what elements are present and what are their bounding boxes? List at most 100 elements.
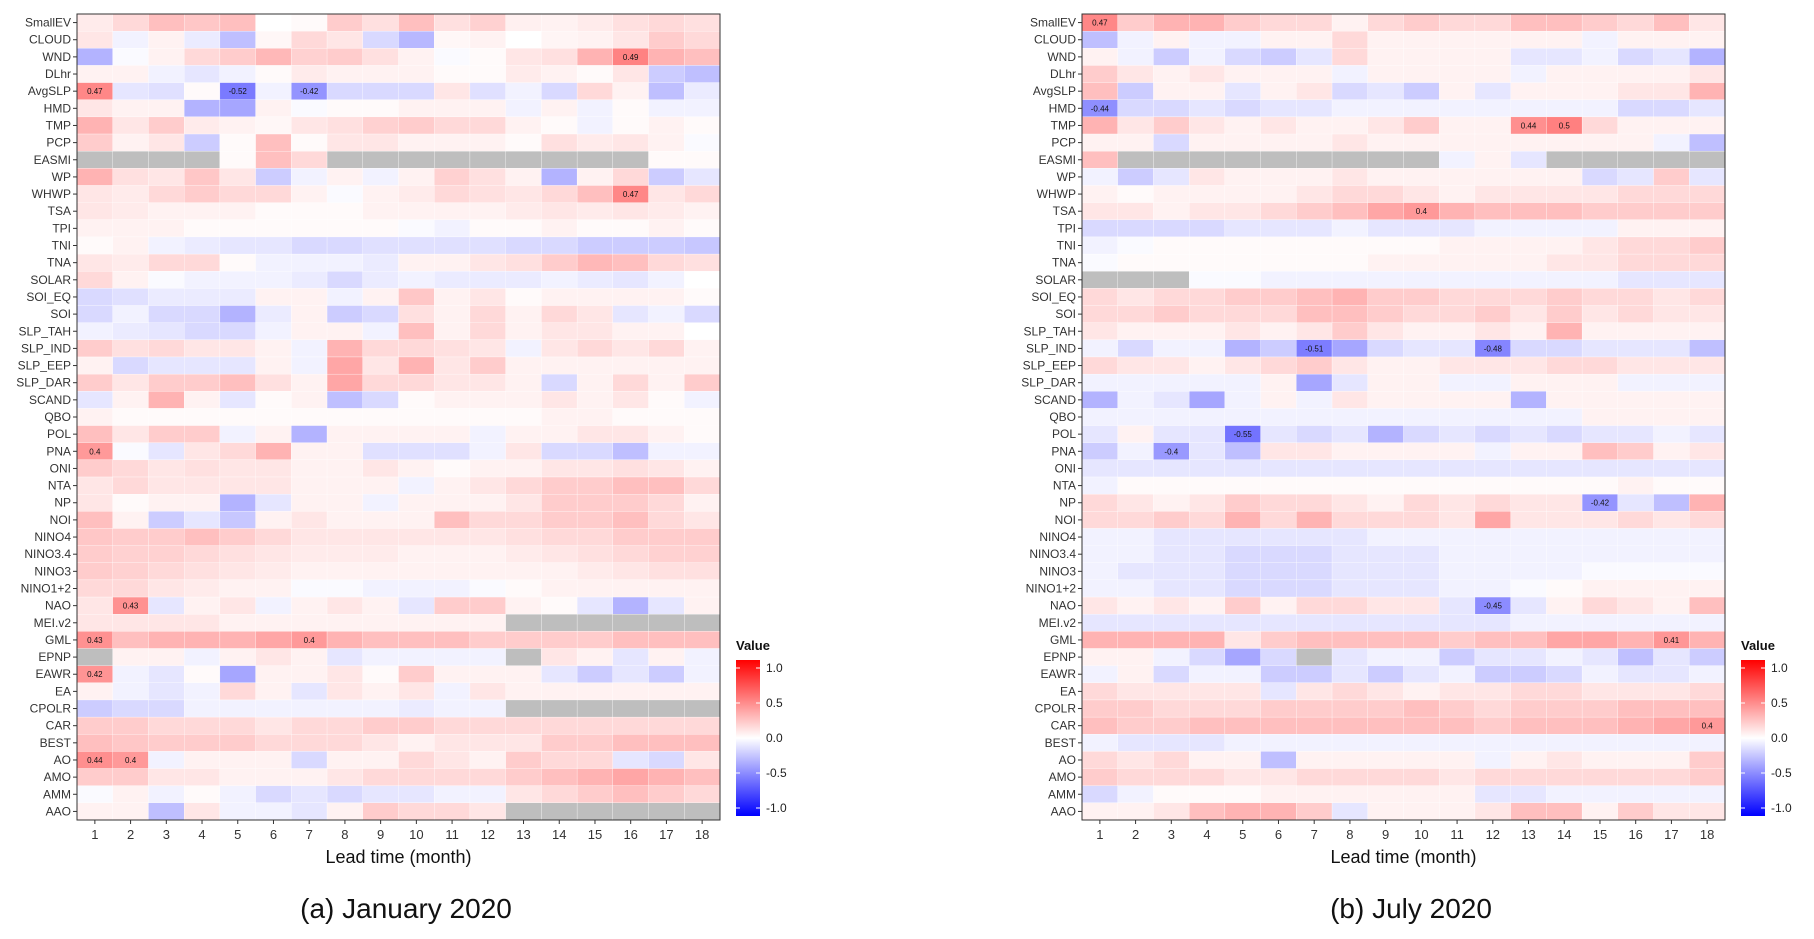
heatmap-cell (148, 253, 185, 272)
heatmap-cell (326, 373, 363, 392)
heatmap-cell (469, 305, 506, 323)
heatmap-cell (505, 579, 542, 598)
heatmap-cell (434, 356, 471, 375)
heatmap-cell (219, 768, 256, 786)
heatmap-cell (1653, 339, 1690, 358)
x-tick-label: 6 (270, 827, 277, 842)
heatmap-cell (362, 99, 399, 118)
heatmap-cell (1581, 168, 1618, 186)
heatmap-cell (1189, 562, 1226, 581)
heatmap-cell (291, 802, 328, 821)
heatmap-cell (219, 614, 256, 632)
heatmap-cell (1653, 665, 1690, 683)
heatmap-cell (1296, 65, 1333, 83)
heatmap-cell (148, 219, 185, 238)
heatmap-cell (1189, 802, 1226, 821)
heatmap-cell (1224, 373, 1261, 392)
heatmap-cell (362, 665, 399, 683)
heatmap-cell (612, 30, 649, 49)
heatmap-cell (1260, 734, 1297, 752)
y-tick-label: EASMI (1039, 153, 1076, 167)
heatmap-cell (398, 48, 435, 66)
heatmap-cell (1439, 133, 1476, 152)
heatmap-cell (184, 219, 221, 238)
heatmap-cell (1331, 339, 1368, 358)
heatmap-cell (1617, 236, 1654, 255)
heatmap-cell (362, 219, 399, 238)
heatmap-cell (1189, 699, 1226, 718)
heatmap-cell (1331, 202, 1368, 220)
heatmap-cell (291, 528, 328, 546)
heatmap-cell (1403, 751, 1440, 769)
heatmap-cell (1081, 768, 1118, 786)
heatmap-cell (1617, 802, 1654, 821)
heatmap-cell (1331, 82, 1368, 100)
heatmap-cell (1474, 151, 1511, 169)
heatmap-cell (255, 305, 292, 323)
heatmap-cell (541, 596, 578, 615)
heatmap-cell (1224, 614, 1261, 632)
heatmap-cell (1689, 459, 1726, 478)
heatmap-cell (112, 734, 149, 752)
heatmap-cell (362, 785, 399, 804)
heatmap-cell (1439, 631, 1476, 649)
heatmap-cell (1546, 373, 1583, 392)
y-tick-label: SOI (1055, 307, 1076, 321)
heatmap-cell (1224, 99, 1261, 118)
heatmap-cell (398, 785, 435, 804)
heatmap-cell (1581, 322, 1618, 340)
heatmap-cell (648, 751, 685, 769)
y-tick-label: NINO3.4 (24, 547, 71, 561)
heatmap-cell (112, 13, 149, 32)
heatmap-cell (1296, 562, 1333, 581)
heatmap-cell (1117, 596, 1154, 615)
heatmap-cell (1224, 356, 1261, 375)
heatmap-cell (541, 356, 578, 375)
heatmap-cell (1617, 734, 1654, 752)
heatmap-cell (684, 373, 721, 392)
heatmap-cell (469, 356, 506, 375)
heatmap-cell (1581, 356, 1618, 375)
heatmap-cell (1474, 13, 1511, 32)
heatmap-cell (1367, 116, 1404, 135)
heatmap-cell (219, 528, 256, 546)
heatmap-cell (1260, 682, 1297, 701)
heatmap-cell (184, 545, 221, 563)
heatmap-cell (1331, 373, 1368, 392)
heatmap-cell (219, 219, 256, 238)
heatmap-cell (1653, 785, 1690, 804)
heatmap-cell (76, 614, 113, 632)
heatmap-cell (1403, 785, 1440, 804)
x-tick-label: 15 (588, 827, 602, 842)
heatmap-cell (1510, 391, 1547, 409)
y-tick-label: SmallEV (25, 16, 71, 30)
heatmap-cell (112, 425, 149, 443)
heatmap-cell (1653, 596, 1690, 615)
heatmap-cell (1081, 579, 1118, 598)
heatmap-cell (1081, 236, 1118, 255)
legend-tick-label: 0.0 (766, 731, 783, 745)
heatmap-cell (112, 373, 149, 392)
heatmap-cell (684, 442, 721, 461)
heatmap-cell (1331, 665, 1368, 683)
heatmap-cell (148, 665, 185, 683)
heatmap-cell (1474, 185, 1511, 203)
heatmap-cell (1581, 699, 1618, 718)
heatmap-cell (505, 682, 542, 701)
heatmap-cell (1474, 391, 1511, 409)
y-tick-label: NINO1+2 (1026, 581, 1077, 595)
heatmap-cell (255, 425, 292, 443)
y-tick-label: NOI (1055, 513, 1076, 527)
heatmap-cell (541, 648, 578, 666)
heatmap-cell (112, 614, 149, 632)
heatmap-cell (1153, 614, 1190, 632)
heatmap-cell (1510, 734, 1547, 752)
heatmap-cell (648, 151, 685, 169)
heatmap-cell (1367, 494, 1404, 512)
heatmap-cell (1153, 13, 1190, 32)
heatmap-cell (184, 528, 221, 546)
heatmap-cell (362, 253, 399, 272)
heatmap-cell (1260, 322, 1297, 340)
heatmap-cell (184, 373, 221, 392)
